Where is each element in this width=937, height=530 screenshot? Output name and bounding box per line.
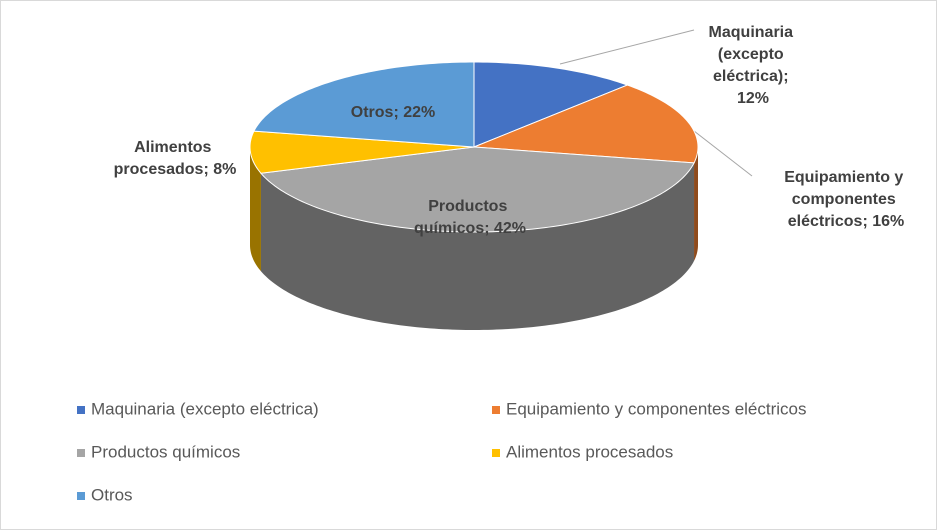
data-label: Maquinaria (excepto eléctrica); 12% [709, 24, 798, 107]
slice [253, 61, 475, 148]
slice-side [250, 147, 261, 272]
legend-swatch [77, 449, 85, 457]
slice [473, 84, 699, 164]
data-label: Otros; 22% [351, 104, 435, 121]
legend-label: Otros [91, 485, 133, 504]
legend-label: Maquinaria (excepto eléctrica) [91, 399, 319, 418]
slice [473, 61, 629, 148]
legend-label: Equipamiento y componentes eléctricos [506, 399, 807, 418]
legend-label: Productos químicos [91, 442, 240, 461]
slice-side [694, 147, 698, 261]
legend-swatch [492, 406, 500, 414]
legend-swatch [77, 406, 85, 414]
legend-label: Alimentos procesados [506, 442, 673, 461]
slice [249, 130, 475, 174]
data-label: Equipamiento y componentes eléctricos; 1… [784, 169, 908, 230]
data-label: Alimentos procesados; 8% [114, 139, 237, 178]
slice [259, 146, 695, 233]
leader-line [559, 29, 695, 65]
legend-swatch [77, 492, 85, 500]
slice-side [260, 162, 695, 330]
legend-swatch [492, 449, 500, 457]
data-label: Productos químicos; 42% [414, 198, 526, 237]
